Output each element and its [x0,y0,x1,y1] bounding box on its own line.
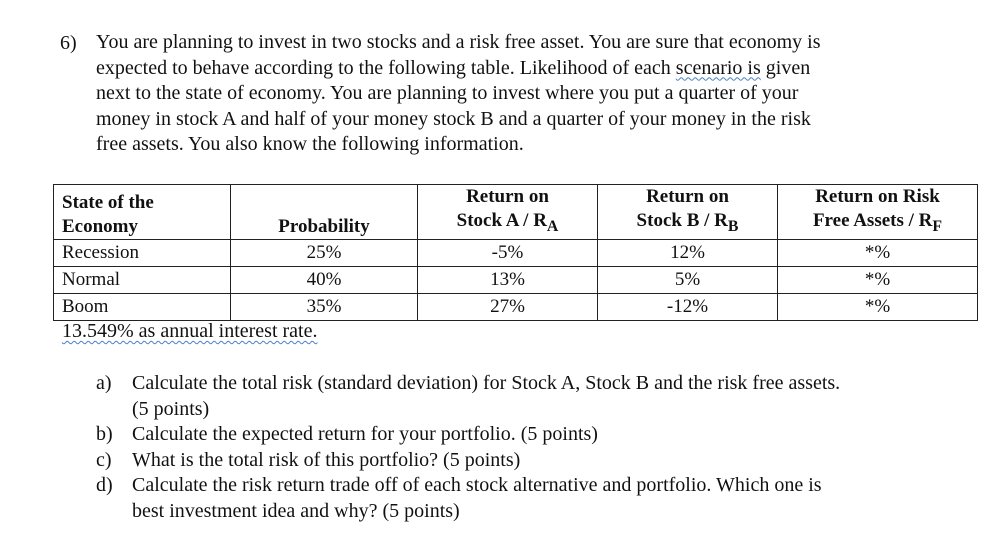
cell-return-a: 27% [417,292,598,321]
table-header-row: State of the Economy Probability Return o… [53,184,978,240]
cell-state: Recession [53,238,231,267]
cell-return-b: 12% [597,238,778,267]
question-text: You are planning to invest in two stocks… [96,30,976,158]
table-row: Recession 25% -5% 12% *% [53,238,978,267]
question-line-text: given [760,56,811,79]
header-probability: Probability [230,184,418,240]
sub-question-line: Calculate the total risk (standard devia… [132,372,841,394]
cell-return-b: 5% [597,265,778,294]
note-text: 13.549% as annual interest rate. [62,320,318,342]
sub-question-label: a) [96,372,112,394]
sub-question-line: Calculate the risk return trade off of e… [132,474,822,497]
header-return-rf: Return on Risk Free Assets / RF [777,184,978,240]
sub-question-line: best investment idea and why? (5 points) [132,499,460,522]
question-line: next to the state of economy. You are pl… [96,82,799,105]
cell-probability: 25% [230,238,418,267]
sub-question-a: a) Calculate the total risk (standard de… [96,371,976,422]
table-row: Normal 40% 13% 5% *% [53,265,978,294]
interest-rate-note: 13.549% as annual interest rate. [62,320,317,343]
sub-question-c: c) What is the total risk of this portfo… [96,448,976,474]
sub-question-line: What is the total risk of this portfolio… [132,448,521,471]
question-line: money in stock A and half of your money … [96,107,811,130]
sub-question-label: d) [96,474,113,497]
cell-state: Boom [53,292,231,321]
cell-return-a: 13% [417,265,598,294]
sub-question-line: (5 points) [132,397,210,420]
cell-return-a: -5% [417,238,598,267]
sub-question-b: b) Calculate the expected return for you… [96,422,976,448]
cell-return-rf: *% [777,238,978,267]
header-return-b: Return on Stock B / RB [597,184,778,240]
cell-probability: 40% [230,265,418,294]
question-line: expected to behave according to the foll… [96,56,976,82]
cell-state: Normal [53,265,231,294]
question-line: You are planning to invest in two stocks… [96,31,821,53]
sub-questions: a) Calculate the total risk (standard de… [96,371,976,525]
question-number: 6) [60,32,77,54]
cell-return-rf: *% [777,292,978,321]
sub-question-label: c) [96,448,112,471]
table-row: Boom 35% 27% -12% *% [53,292,978,321]
question-line: free assets. You also know the following… [96,133,524,156]
cell-return-rf: *% [777,265,978,294]
cell-probability: 35% [230,292,418,321]
header-return-a: Return on Stock A / RA [417,184,598,240]
cell-return-b: -12% [597,292,778,321]
sub-question-d: d) Calculate the risk return trade off o… [96,473,976,524]
economy-table: State of the Economy Probability Return o… [53,184,978,321]
sub-question-label: b) [96,423,113,446]
spellcheck-marked-text: scenario is [675,56,761,79]
question-line-text: expected to behave according to the foll… [96,56,676,79]
sub-question-line: Calculate the expected return for your p… [132,423,598,446]
header-state: State of the Economy [53,184,231,240]
